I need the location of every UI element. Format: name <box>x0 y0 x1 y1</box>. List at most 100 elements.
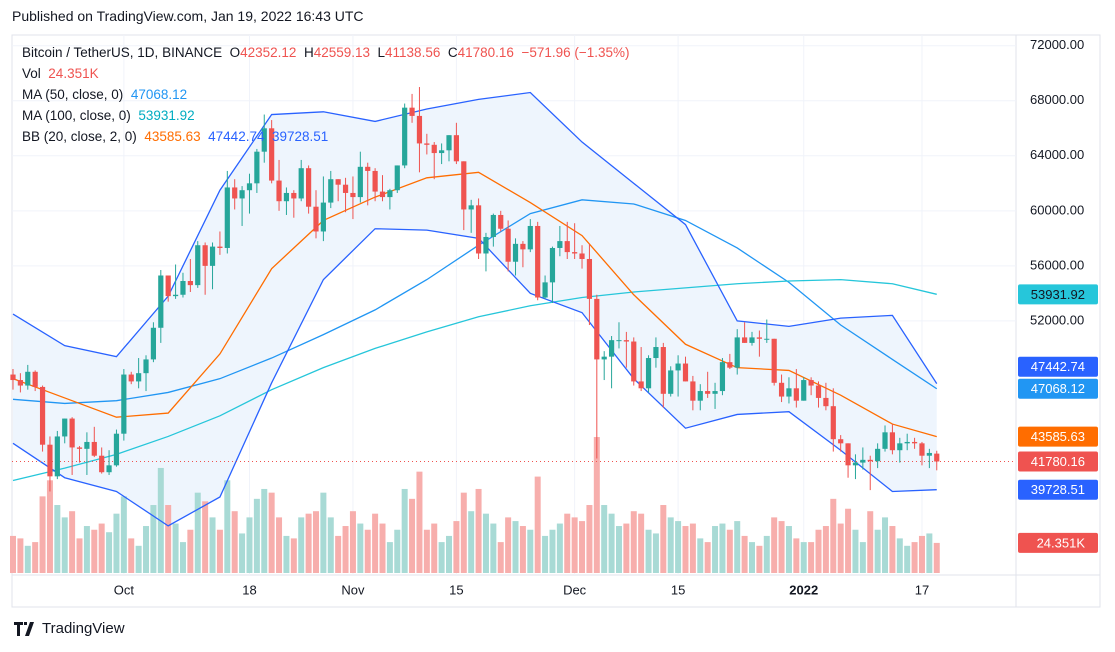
volume-bar <box>859 542 866 573</box>
volume-bar <box>726 529 733 573</box>
candle-body <box>306 168 312 207</box>
volume-bar <box>231 511 238 573</box>
volume-bar <box>202 501 209 573</box>
candle-body <box>793 388 799 401</box>
price-badge-label: 47068.12 <box>1031 381 1085 396</box>
volume-bar <box>822 526 829 573</box>
volume-bar <box>106 532 113 573</box>
candle-body <box>527 225 533 250</box>
legend-ma50: MA (50, close, 0) 47068.12 <box>22 85 187 105</box>
indicator-name: MA (50, close, 0) <box>22 87 124 102</box>
candle-body <box>439 150 445 154</box>
volume-bar <box>224 480 231 573</box>
candle-body <box>572 252 578 254</box>
candle-body <box>320 202 326 232</box>
volume-bar <box>10 535 16 573</box>
volume-bar <box>364 529 371 573</box>
volume-bar <box>830 498 837 573</box>
volume-bar <box>675 521 682 573</box>
candle-body <box>468 205 474 210</box>
volume-bar <box>852 529 859 573</box>
candle-body <box>786 388 792 397</box>
candle-body <box>431 144 437 154</box>
volume-bar <box>778 521 785 573</box>
x-tick-label: 15 <box>671 582 685 597</box>
candle-body <box>579 253 585 259</box>
brand: TradingView <box>42 620 125 637</box>
volume-bar <box>712 526 719 573</box>
volume-bar <box>556 523 563 573</box>
candle-body <box>54 436 60 477</box>
volume-bar <box>652 533 659 573</box>
volume-bar <box>667 517 674 573</box>
volume-bar <box>512 521 519 573</box>
y-tick-label: 72000.00 <box>1030 37 1084 52</box>
ohlc-letter: C <box>447 45 458 60</box>
candle-body <box>904 441 910 444</box>
indicator-line <box>12 278 937 482</box>
candle-body <box>823 397 829 407</box>
indicator-name: BB (20, close, 2, 0) <box>22 129 137 144</box>
volume-bar <box>763 535 770 573</box>
volume-bar <box>505 517 512 573</box>
candle-body <box>172 294 179 297</box>
candle-body <box>557 241 563 248</box>
candle-body <box>653 347 659 359</box>
volume-bar <box>793 538 800 573</box>
candle-body <box>239 190 245 199</box>
candle-body <box>682 363 689 382</box>
legend-vol: Vol 24.351K <box>22 64 99 84</box>
volume-bar <box>689 523 696 573</box>
candle-body <box>727 362 733 368</box>
candle-body <box>838 439 844 444</box>
volume-bar <box>519 526 526 573</box>
x-tick-label: 15 <box>449 582 463 597</box>
candle-body <box>379 191 386 198</box>
y-tick-label: 64000.00 <box>1030 147 1084 162</box>
volume-bar <box>179 542 186 573</box>
volume-bar <box>837 523 844 573</box>
candle-body <box>512 243 519 262</box>
price-badge-label: 41780.16 <box>1031 454 1085 469</box>
volume-bar <box>845 508 852 573</box>
candle-body <box>224 187 230 248</box>
volume-bar <box>335 535 342 573</box>
volume-bar <box>143 526 150 573</box>
candle-body <box>261 128 267 152</box>
footer: TradingView <box>14 620 125 637</box>
volume-bar <box>135 545 142 573</box>
volume-bar <box>253 498 260 573</box>
candle-body <box>394 165 400 191</box>
candle-body <box>586 258 593 299</box>
volume-bar <box>911 542 918 573</box>
volume-bar <box>239 533 246 573</box>
candle-body <box>623 340 629 342</box>
volume-bar <box>926 533 933 573</box>
candle-body <box>357 166 363 198</box>
volume-bar <box>372 513 379 573</box>
volume-bar <box>342 526 349 573</box>
candle-body <box>350 192 356 198</box>
volume-bar <box>660 505 667 573</box>
candle-body <box>882 432 888 449</box>
x-tick-label: Nov <box>341 582 365 597</box>
volume-bar <box>704 542 711 573</box>
ohlc-letter: H <box>303 45 314 60</box>
candle-body <box>99 455 105 473</box>
price-badge <box>1018 532 1098 553</box>
volume-bar <box>312 511 319 573</box>
candle-body <box>749 337 755 343</box>
volume-bar <box>734 521 741 573</box>
candle-body <box>217 246 223 248</box>
indicator-line <box>12 171 937 438</box>
candle-body <box>475 205 482 254</box>
candle-body <box>298 168 304 199</box>
indicator-value: 53931.92 <box>138 108 195 123</box>
candle-body <box>62 418 68 437</box>
price-badge <box>1018 479 1098 500</box>
candle-body <box>801 380 807 401</box>
volume-bar <box>446 535 453 573</box>
volume-bar <box>741 535 748 573</box>
volume-bar <box>394 529 401 573</box>
